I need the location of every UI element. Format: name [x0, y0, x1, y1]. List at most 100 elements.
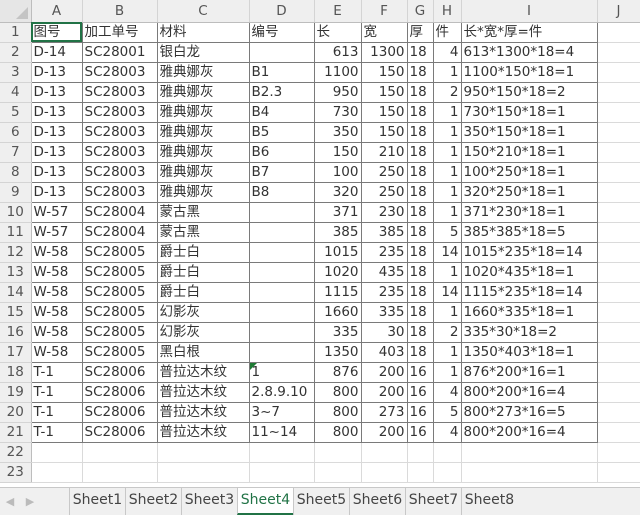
cell-B1[interactable]: 加工单号	[81, 21, 158, 43]
cell-J18[interactable]	[596, 361, 640, 383]
cell-B13[interactable]: SC28005	[81, 261, 158, 283]
cell-I18[interactable]: 876*200*16=1	[460, 361, 598, 383]
cell-C18[interactable]: 普拉达木纹	[156, 361, 250, 383]
tab-sheet7[interactable]: Sheet7	[405, 488, 461, 515]
cell-H8[interactable]: 1	[432, 161, 462, 183]
cell-A10[interactable]: W-57	[30, 201, 83, 223]
cell-H10[interactable]: 1	[432, 201, 462, 223]
cell-G9[interactable]: 18	[406, 181, 434, 203]
cell-A3[interactable]: D-13	[30, 61, 83, 83]
cell-G4[interactable]: 18	[406, 81, 434, 103]
cell-A12[interactable]: W-58	[30, 241, 83, 263]
cell-G14[interactable]: 18	[406, 281, 434, 303]
cell-J4[interactable]	[596, 81, 640, 103]
cell-F22[interactable]	[360, 441, 408, 463]
cell-D3[interactable]: B1	[248, 61, 315, 83]
cell-I7[interactable]: 150*210*18=1	[460, 141, 598, 163]
cell-B4[interactable]: SC28003	[81, 81, 158, 103]
scroll-left-icon[interactable]: ◀	[5, 495, 15, 508]
cell-E1[interactable]: 长	[313, 21, 362, 43]
row-header[interactable]: 5	[0, 102, 32, 123]
cell-I2[interactable]: 613*1300*18=4	[460, 41, 598, 63]
cell-F1[interactable]: 宽	[360, 21, 408, 43]
row-header[interactable]: 20	[0, 402, 32, 423]
cell-G1[interactable]: 厚	[406, 21, 434, 43]
cell-J1[interactable]	[596, 21, 640, 43]
cell-J19[interactable]	[596, 381, 640, 403]
cell-F2[interactable]: 1300	[360, 41, 408, 63]
cell-J6[interactable]	[596, 121, 640, 143]
cell-I8[interactable]: 100*250*18=1	[460, 161, 598, 183]
cell-F11[interactable]: 385	[360, 221, 408, 243]
cell-G12[interactable]: 18	[406, 241, 434, 263]
cell-D19[interactable]: 2.8.9.10	[248, 381, 315, 403]
cell-J22[interactable]	[596, 441, 640, 463]
cell-A8[interactable]: D-13	[30, 161, 83, 183]
cell-H14[interactable]: 14	[432, 281, 462, 303]
cell-A4[interactable]: D-13	[30, 81, 83, 103]
cell-C10[interactable]: 蒙古黑	[156, 201, 250, 223]
cell-A9[interactable]: D-13	[30, 181, 83, 203]
cell-C16[interactable]: 幻影灰	[156, 321, 250, 343]
cell-B7[interactable]: SC28003	[81, 141, 158, 163]
cell-B18[interactable]: SC28006	[81, 361, 158, 383]
cell-C1[interactable]: 材料	[156, 21, 250, 43]
cell-D2[interactable]	[248, 41, 315, 63]
cell-A15[interactable]: W-58	[30, 301, 83, 323]
cell-B14[interactable]: SC28005	[81, 281, 158, 303]
tab-sheet8[interactable]: Sheet8	[461, 488, 517, 515]
cell-J23[interactable]	[596, 461, 640, 483]
cell-B19[interactable]: SC28006	[81, 381, 158, 403]
cell-A16[interactable]: W-58	[30, 321, 83, 343]
cell-B17[interactable]: SC28005	[81, 341, 158, 363]
row-header[interactable]: 6	[0, 122, 32, 143]
cell-J20[interactable]	[596, 401, 640, 423]
cell-C20[interactable]: 普拉达木纹	[156, 401, 250, 423]
cell-E4[interactable]: 950	[313, 81, 362, 103]
cell-I22[interactable]	[460, 441, 598, 463]
cell-H6[interactable]: 1	[432, 121, 462, 143]
cell-E3[interactable]: 1100	[313, 61, 362, 83]
tab-sheet1[interactable]: Sheet1	[69, 488, 125, 515]
cell-F4[interactable]: 150	[360, 81, 408, 103]
cell-C21[interactable]: 普拉达木纹	[156, 421, 250, 443]
row-header[interactable]: 16	[0, 322, 32, 343]
cell-A2[interactable]: D-14	[30, 41, 83, 63]
cell-B11[interactable]: SC28004	[81, 221, 158, 243]
cell-A6[interactable]: D-13	[30, 121, 83, 143]
cell-C2[interactable]: 银白龙	[156, 41, 250, 63]
cell-G8[interactable]: 18	[406, 161, 434, 183]
cell-E9[interactable]: 320	[313, 181, 362, 203]
cell-I13[interactable]: 1020*435*18=1	[460, 261, 598, 283]
column-header-I[interactable]: I	[461, 0, 598, 23]
cell-J21[interactable]	[596, 421, 640, 443]
row-header[interactable]: 21	[0, 422, 32, 443]
row-header[interactable]: 11	[0, 222, 32, 243]
cell-H11[interactable]: 5	[432, 221, 462, 243]
column-header-B[interactable]: B	[82, 0, 158, 23]
cell-B3[interactable]: SC28003	[81, 61, 158, 83]
cell-D12[interactable]	[248, 241, 315, 263]
cell-J15[interactable]	[596, 301, 640, 323]
column-header-G[interactable]: G	[407, 0, 434, 23]
cell-J10[interactable]	[596, 201, 640, 223]
row-header[interactable]: 14	[0, 282, 32, 303]
cell-F19[interactable]: 200	[360, 381, 408, 403]
cell-I5[interactable]: 730*150*18=1	[460, 101, 598, 123]
cell-G16[interactable]: 18	[406, 321, 434, 343]
cell-I3[interactable]: 1100*150*18=1	[460, 61, 598, 83]
cell-B23[interactable]	[81, 461, 158, 483]
cell-B9[interactable]: SC28003	[81, 181, 158, 203]
cell-J16[interactable]	[596, 321, 640, 343]
cell-J12[interactable]	[596, 241, 640, 263]
row-header[interactable]: 7	[0, 142, 32, 163]
cell-B2[interactable]: SC28001	[81, 41, 158, 63]
cell-G20[interactable]: 16	[406, 401, 434, 423]
row-header[interactable]: 9	[0, 182, 32, 203]
cell-E23[interactable]	[313, 461, 362, 483]
cell-E18[interactable]: 876	[313, 361, 362, 383]
column-header-H[interactable]: H	[433, 0, 462, 23]
cell-F18[interactable]: 200	[360, 361, 408, 383]
cell-J3[interactable]	[596, 61, 640, 83]
